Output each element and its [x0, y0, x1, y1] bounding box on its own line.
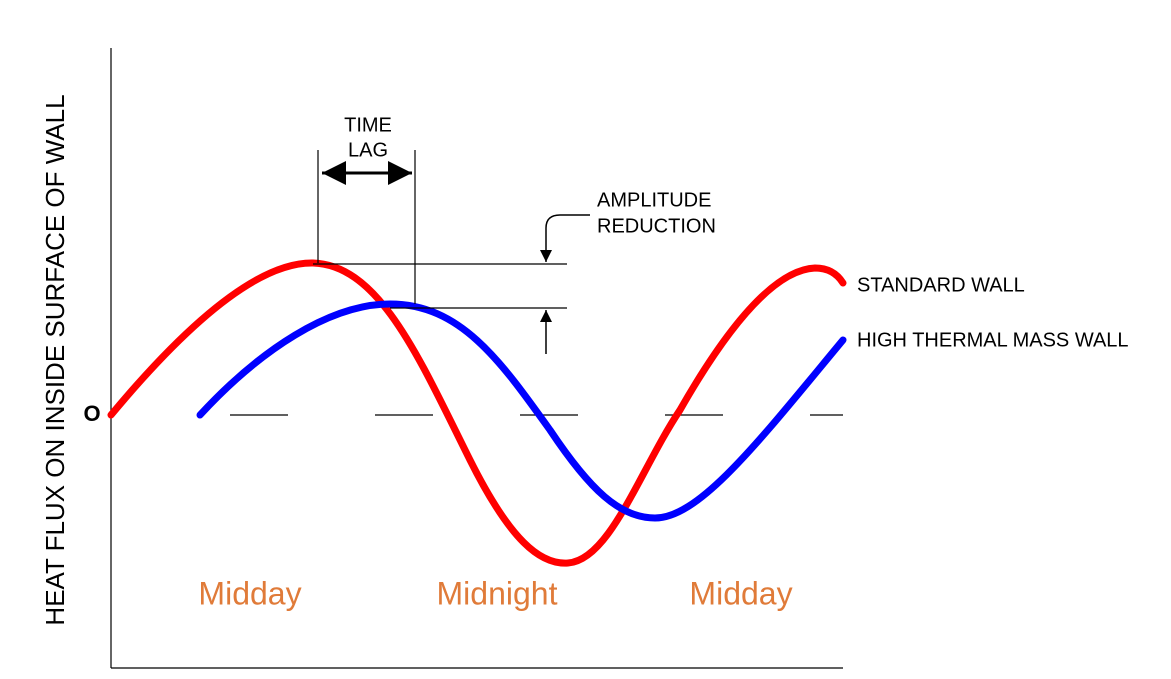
time-lag-label: TIME — [344, 114, 392, 136]
amplitude-label: AMPLITUDE — [597, 189, 711, 211]
time-lag-label: LAG — [348, 139, 388, 161]
standard-wall-curve — [107, 259, 847, 567]
zero-label: O — [83, 401, 100, 426]
y-axis-label: HEAT FLUX ON INSIDE SURFACE OF WALL — [40, 94, 70, 625]
amplitude-arrow — [540, 214, 590, 262]
amplitude-label: REDUCTION — [597, 215, 716, 237]
time-label: Midday — [198, 575, 301, 611]
high-mass-wall-curve — [196, 300, 847, 522]
time-label: Midday — [689, 575, 792, 611]
legend-label: STANDARD WALL — [857, 274, 1025, 296]
time-label: Midnight — [437, 575, 558, 611]
legend-label: HIGH THERMAL MASS WALL — [857, 329, 1129, 351]
